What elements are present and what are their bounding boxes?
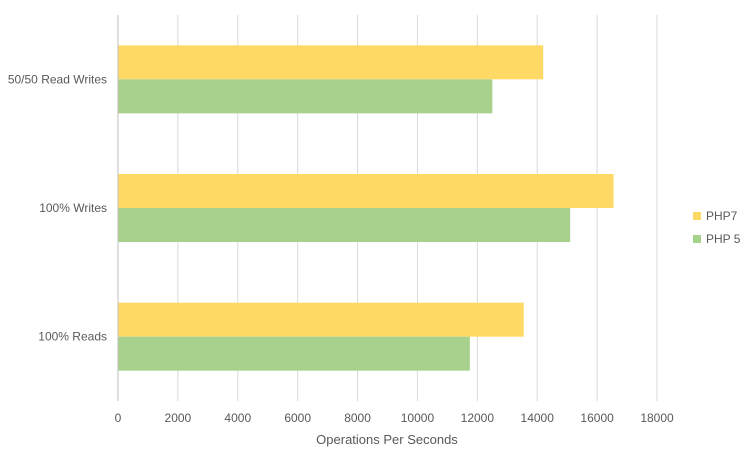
legend-label: PHP7 <box>706 209 738 223</box>
bar <box>118 174 614 208</box>
bar <box>118 79 493 114</box>
x-tick-label: 4000 <box>224 411 251 425</box>
x-tick-label: 0 <box>115 411 122 425</box>
x-tick-label: 10000 <box>401 411 435 425</box>
x-tick-label: 8000 <box>344 411 371 425</box>
y-category-label: 50/50 Read Writes <box>8 72 107 86</box>
x-tick-label: 12000 <box>461 411 495 425</box>
x-tick-label: 18000 <box>640 411 674 425</box>
x-tick-labels: 0 2000 4000 6000 8000 10000 12000 14000 16000 180… <box>115 411 674 425</box>
x-tick-label: 2000 <box>165 411 192 425</box>
bar <box>118 45 544 80</box>
x-tick-label: 14000 <box>521 411 555 425</box>
bar <box>118 208 571 242</box>
x-tick-label: 6000 <box>284 411 311 425</box>
x-axis-title: Operations Per Seconds <box>316 432 458 447</box>
y-category-label: 100% Writes <box>39 201 107 215</box>
bar <box>118 302 524 337</box>
y-tick-labels: 50/50 Read Writes 100% Writes 100% Reads <box>8 72 107 343</box>
y-category-label: 100% Reads <box>38 330 107 344</box>
bar <box>118 336 470 371</box>
legend-swatch <box>693 212 701 220</box>
legend: PHP7 PHP 5 <box>693 209 741 246</box>
legend-swatch <box>693 235 701 243</box>
x-tick-label: 16000 <box>580 411 614 425</box>
bars <box>118 45 614 371</box>
legend-label: PHP 5 <box>706 232 741 246</box>
